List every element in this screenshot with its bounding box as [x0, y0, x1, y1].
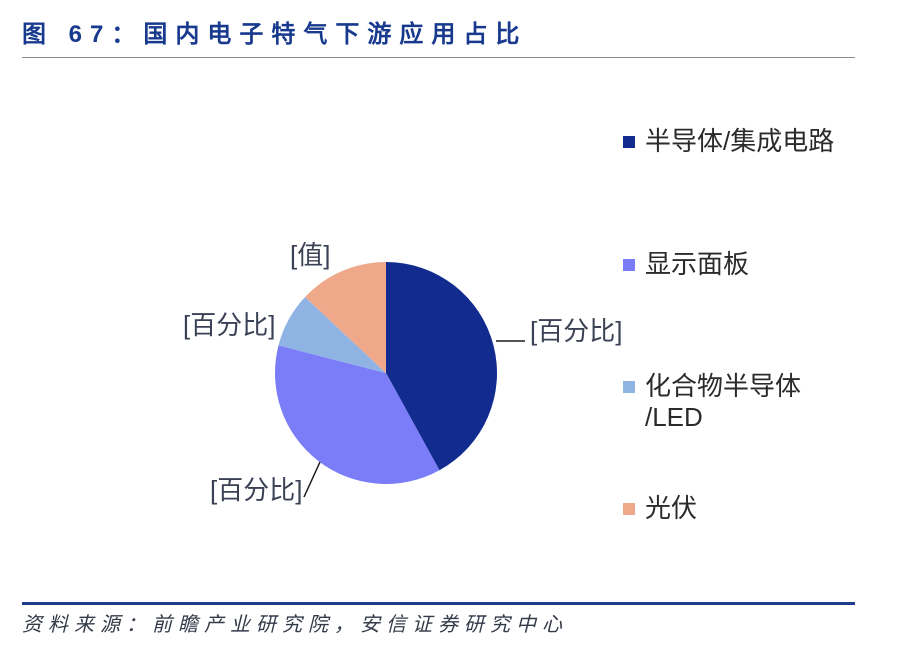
legend-label-display-panel: 显示面板 [645, 249, 750, 279]
footer-divider [22, 602, 855, 605]
legend-item-display-panel: 显示面板 [623, 249, 749, 280]
legend-item-semiconductor-ic: 半导体/集成电路 [623, 126, 834, 157]
legend-label-compound-semiconductor-led: 化合物半导体/LED [645, 371, 802, 432]
legend-label-semiconductor-ic: 半导体/集成电路 [645, 126, 835, 156]
pie-slice-display-panel [275, 345, 440, 484]
legend-item-photovoltaic: 光伏 [623, 493, 697, 524]
pie-slice-semiconductor-ic [386, 262, 497, 471]
source-note: 资料来源：前瞻产业研究院，安信证券研究中心 [22, 614, 568, 636]
legend-swatch-display-panel [623, 259, 635, 271]
legend-swatch-photovoltaic [623, 503, 635, 515]
chart-legend: 半导体/集成电路 显示面板 化合物半导体/LED 光伏 [623, 0, 883, 600]
data-label-display-panel: [百分比] [210, 475, 303, 505]
leader-line-display-panel [303, 461, 321, 498]
data-label-photovoltaic: [值] [290, 240, 331, 270]
pie-slice-photovoltaic [305, 262, 386, 373]
figure-title: 图 67：国内电子特气下游应用占比 [22, 21, 528, 48]
data-label-compound-semiconductor-led: [百分比] [183, 310, 276, 340]
title-divider [22, 57, 855, 58]
legend-label-photovoltaic: 光伏 [645, 493, 698, 523]
data-label-semiconductor-ic: [百分比] [530, 316, 623, 346]
pie-slices [275, 262, 497, 484]
legend-swatch-compound-semiconductor-led [623, 381, 635, 393]
pie-slice-compound-semiconductor-led [278, 297, 386, 373]
legend-item-compound-semiconductor-led: 化合物半导体/LED [623, 371, 804, 433]
legend-swatch-semiconductor-ic [623, 136, 635, 148]
